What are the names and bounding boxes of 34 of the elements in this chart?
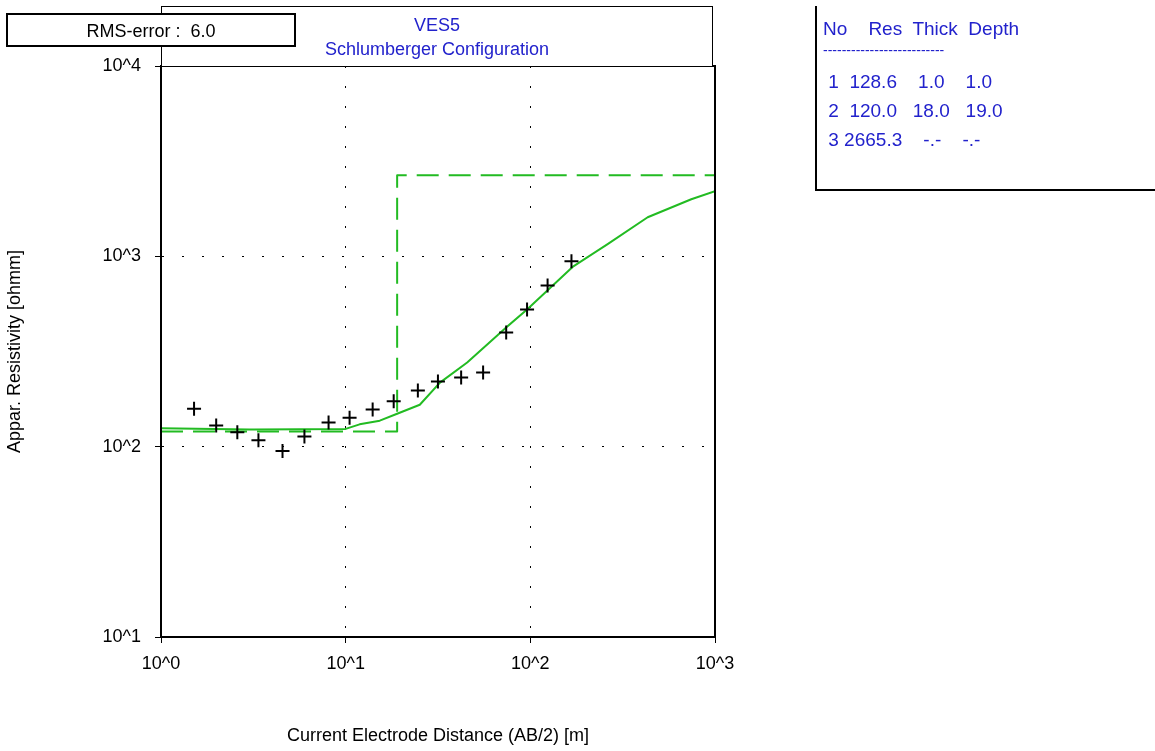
point <box>519 301 536 318</box>
point <box>364 401 381 418</box>
point <box>475 364 492 381</box>
text: No Res Thick Depth <box>823 17 1021 41</box>
text: RMS-error : 6.0 <box>6 13 296 47</box>
text: 2 120.0 18.0 19.0 <box>827 99 1004 123</box>
point <box>341 409 358 426</box>
point <box>453 369 470 386</box>
y-tick-label: 10^1 <box>102 625 141 646</box>
y-tick-label: 10^3 <box>102 245 141 266</box>
point <box>296 428 313 445</box>
x-tick-label: 10^1 <box>326 652 365 673</box>
chart-subtitle: Schlumberger Configuration <box>324 39 550 59</box>
point <box>186 400 203 417</box>
text: 3 2665.3 -.- -.- <box>827 128 982 152</box>
point <box>498 324 515 341</box>
point <box>320 414 337 431</box>
point <box>385 393 402 410</box>
point <box>563 253 580 270</box>
point <box>208 417 225 434</box>
x-tick-label: 10^0 <box>141 652 181 673</box>
x-tick-label: 10^2 <box>511 652 550 673</box>
y-tick-label: 10^2 <box>102 435 141 456</box>
point <box>429 373 446 390</box>
x-axis-title: Current Electrode Distance (AB/2) [m] <box>286 725 590 746</box>
point <box>274 442 291 459</box>
x-tick-label: 10^3 <box>695 652 735 673</box>
text: 1 128.6 1.0 1.0 <box>827 70 993 94</box>
y-tick-label: 10^4 <box>102 54 141 75</box>
point <box>229 424 246 441</box>
point <box>409 382 426 399</box>
text: -------------------------- <box>823 42 946 58</box>
chart-title: VES5 <box>413 15 461 35</box>
y-axis-title: Appar. Resistivity [ohmm] <box>3 249 24 454</box>
